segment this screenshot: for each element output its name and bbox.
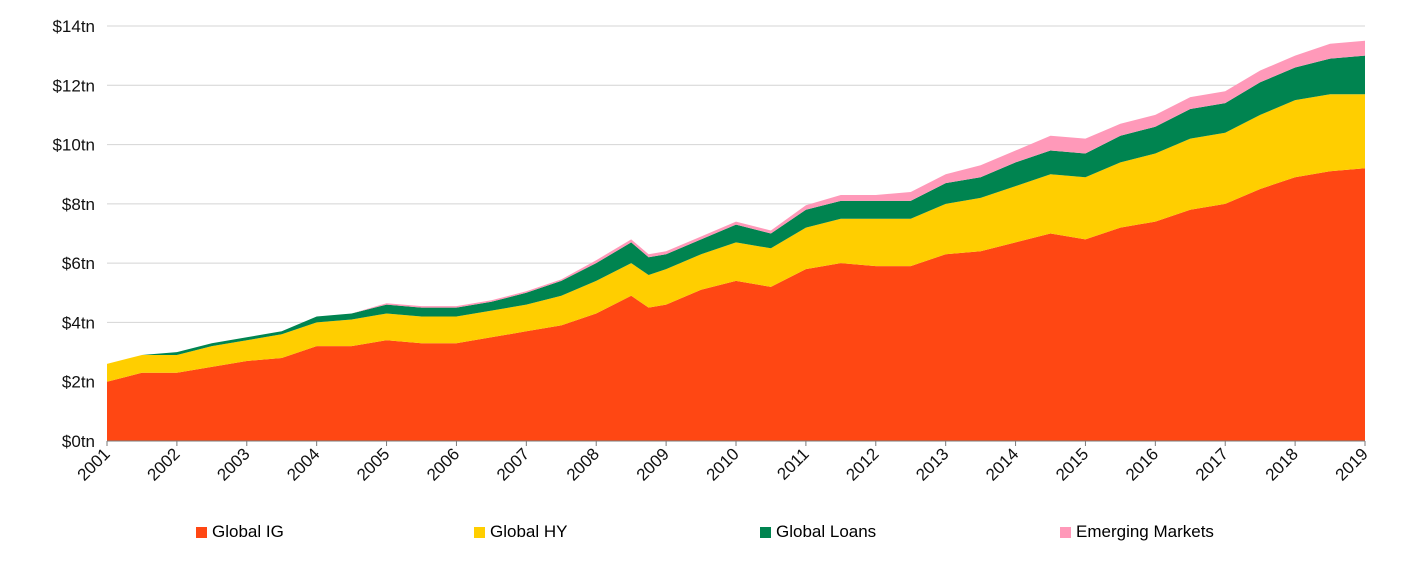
legend-item: Global Loans bbox=[760, 522, 876, 542]
y-tick-label: $6tn bbox=[62, 254, 95, 273]
x-tick-label: 2004 bbox=[283, 444, 323, 484]
y-tick-label: $10tn bbox=[52, 136, 95, 155]
y-tick-label: $2tn bbox=[62, 373, 95, 392]
y-tick-label: $14tn bbox=[52, 17, 95, 36]
x-tick-label: 2009 bbox=[633, 444, 673, 484]
x-tick-label: 2012 bbox=[842, 444, 882, 484]
x-tick-label: 2011 bbox=[773, 444, 812, 483]
y-tick-label: $0tn bbox=[62, 432, 95, 451]
x-tick-label: 2018 bbox=[1262, 444, 1302, 484]
x-tick-label: 2010 bbox=[703, 444, 743, 484]
x-tick-label: 2005 bbox=[353, 444, 393, 484]
x-tick-label: 2013 bbox=[912, 444, 952, 484]
y-tick-label: $4tn bbox=[62, 313, 95, 332]
x-tick-label: 2002 bbox=[144, 444, 184, 484]
x-tick-label: 2016 bbox=[1122, 444, 1162, 484]
x-tick-label: 2008 bbox=[563, 444, 603, 484]
x-tick-label: 2019 bbox=[1332, 444, 1372, 484]
legend-label: Global IG bbox=[212, 522, 284, 541]
y-tick-label: $12tn bbox=[52, 76, 95, 95]
legend-label: Global Loans bbox=[776, 522, 877, 541]
x-tick-label: 2014 bbox=[982, 444, 1022, 484]
legend-swatch bbox=[1060, 526, 1071, 538]
area-global-hy bbox=[107, 94, 1365, 382]
legend-item: Global HY bbox=[474, 522, 567, 542]
legend-swatch bbox=[196, 526, 207, 538]
area-global-ig bbox=[107, 168, 1365, 442]
x-tick-label: 2003 bbox=[213, 444, 253, 484]
legend-swatch bbox=[760, 526, 771, 538]
x-tick-label: 2015 bbox=[1052, 444, 1092, 484]
legend-item: Emerging Markets bbox=[1060, 522, 1214, 542]
legend-item: Global IG bbox=[196, 522, 284, 542]
legend-label: Global HY bbox=[490, 522, 568, 541]
legend-label: Emerging Markets bbox=[1076, 522, 1214, 541]
legend: Global IG Global HY Global Loans Emerging M… bbox=[0, 522, 1422, 546]
legend-swatch bbox=[474, 526, 485, 538]
x-tick-label: 2017 bbox=[1192, 444, 1232, 484]
y-tick-label: $8tn bbox=[62, 195, 95, 214]
area-series bbox=[107, 40, 1365, 442]
x-tick-label: 2007 bbox=[493, 444, 533, 484]
x-tick-label: 2006 bbox=[423, 444, 463, 484]
